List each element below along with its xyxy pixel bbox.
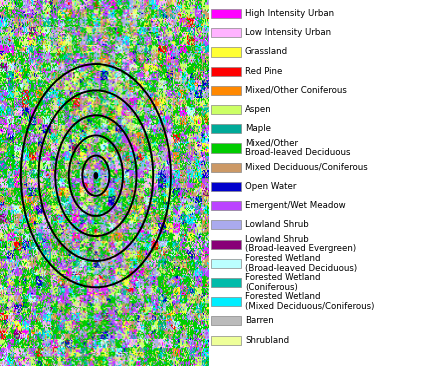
Bar: [210, 48, 241, 56]
Bar: [210, 86, 241, 95]
Bar: [210, 105, 241, 114]
Bar: [210, 336, 241, 344]
Bar: [210, 9, 241, 18]
Text: Shrubland: Shrubland: [245, 336, 289, 344]
Text: Open Water: Open Water: [245, 182, 296, 191]
Text: Mixed Deciduous/Coniferous: Mixed Deciduous/Coniferous: [245, 163, 368, 172]
Bar: [210, 201, 241, 210]
Text: Forested Wetland
(Broad-leaved Deciduous): Forested Wetland (Broad-leaved Deciduous…: [245, 254, 357, 273]
Text: Grassland: Grassland: [245, 48, 288, 56]
Text: Maple: Maple: [245, 124, 271, 133]
Text: Mixed/Other Coniferous: Mixed/Other Coniferous: [245, 86, 347, 95]
Circle shape: [94, 173, 98, 179]
Bar: [210, 67, 241, 76]
Bar: [210, 124, 241, 133]
Text: Low Intensity Urban: Low Intensity Urban: [245, 28, 331, 37]
Bar: [210, 143, 241, 153]
Text: Mixed/Other
Broad-leaved Deciduous: Mixed/Other Broad-leaved Deciduous: [245, 139, 350, 157]
Text: Red Pine: Red Pine: [245, 67, 282, 76]
Bar: [210, 163, 241, 172]
Text: Forested Wetland
(Mixed Deciduous/Coniferous): Forested Wetland (Mixed Deciduous/Conife…: [245, 292, 374, 311]
Text: Lowland Shrub: Lowland Shrub: [245, 220, 309, 229]
Bar: [210, 182, 241, 191]
Bar: [210, 220, 241, 229]
Bar: [210, 278, 241, 287]
Text: Aspen: Aspen: [245, 105, 272, 114]
Text: Lowland Shrub
(Broad-leaved Evergreen): Lowland Shrub (Broad-leaved Evergreen): [245, 235, 356, 253]
Text: Emergent/Wet Meadow: Emergent/Wet Meadow: [245, 201, 346, 210]
Bar: [210, 297, 241, 306]
Bar: [210, 259, 241, 268]
Text: High Intensity Urban: High Intensity Urban: [245, 9, 334, 18]
Bar: [210, 28, 241, 37]
Bar: [210, 316, 241, 325]
Bar: [210, 239, 241, 249]
Text: Barren: Barren: [245, 316, 274, 325]
Text: Forested Wetland
(Coniferous): Forested Wetland (Coniferous): [245, 273, 320, 292]
